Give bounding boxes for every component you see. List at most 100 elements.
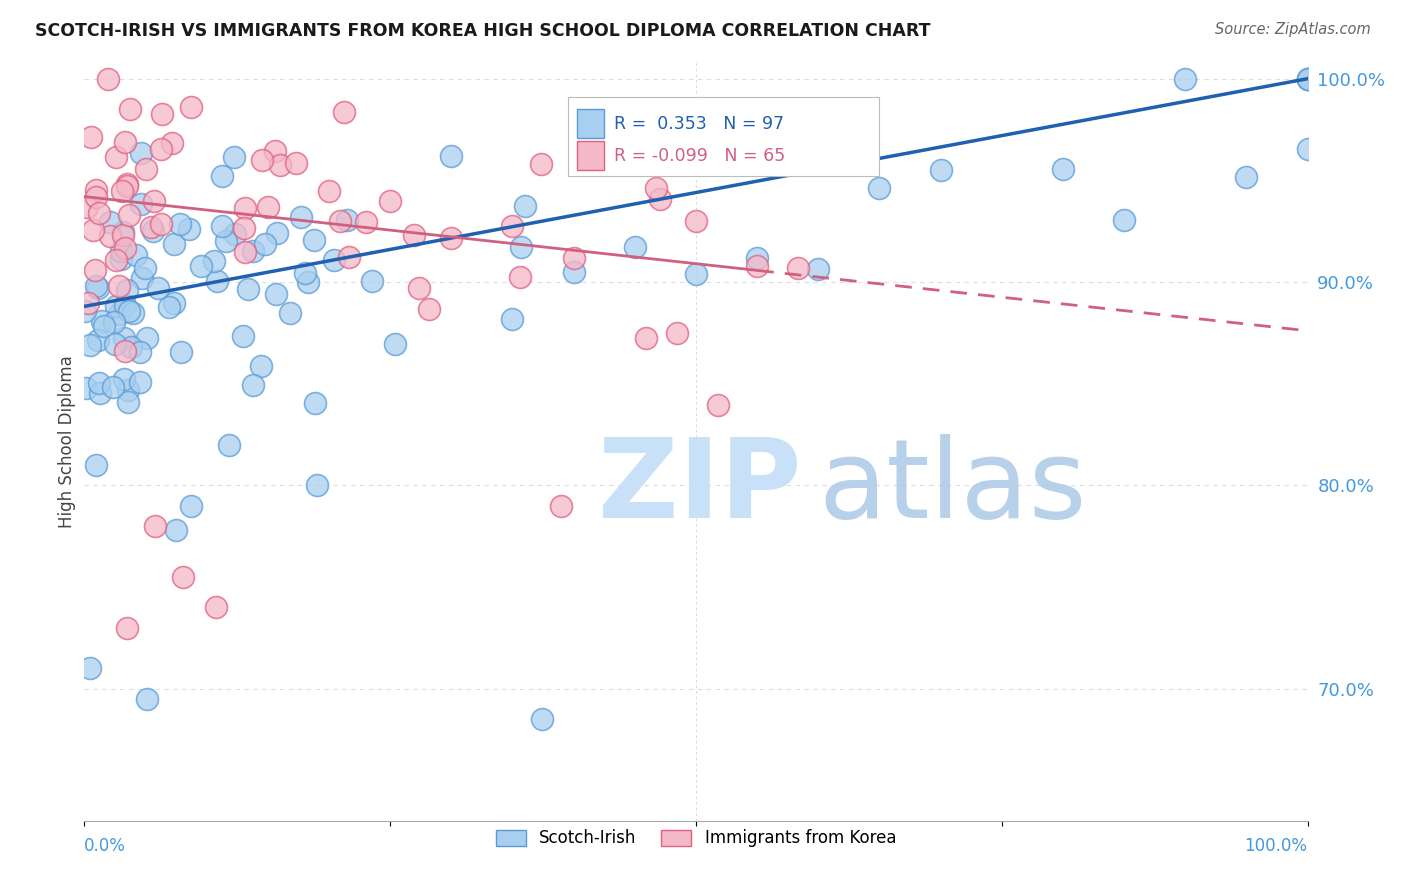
Point [318, 184, 340, 198]
Point [253, 237, 276, 252]
Point [218, 437, 240, 451]
Point [114, 241, 136, 255]
Point [190, 260, 212, 274]
Point [706, 398, 728, 412]
Legend: Scotch-Irish, Immigrants from Korea: Scotch-Irish, Immigrants from Korea [489, 822, 903, 854]
Point [93, 318, 115, 333]
Point [250, 153, 273, 167]
Point [98, 215, 121, 229]
Point [122, 306, 145, 320]
Point [502, 312, 524, 326]
Point [302, 233, 325, 247]
Point [644, 180, 666, 194]
Bar [578, 110, 605, 138]
Text: R = -0.099   N = 65: R = -0.099 N = 65 [614, 146, 786, 165]
Point [336, 212, 359, 227]
Point [530, 712, 553, 726]
Point [76, 200, 98, 214]
Point [685, 267, 707, 281]
Text: atlas: atlas [818, 434, 1087, 541]
Point [509, 270, 531, 285]
Point [354, 214, 377, 228]
Point [105, 150, 128, 164]
Point [211, 169, 233, 183]
Point [530, 157, 553, 171]
Point [205, 274, 228, 288]
Point [249, 359, 271, 373]
Point [322, 253, 344, 268]
Point [869, 181, 891, 195]
Point [278, 305, 301, 319]
Point [112, 331, 135, 345]
Point [264, 144, 287, 158]
Text: SCOTCH-IRISH VS IMMIGRANTS FROM KOREA HIGH SCHOOL DIPLOMA CORRELATION CHART: SCOTCH-IRISH VS IMMIGRANTS FROM KOREA HI… [35, 22, 931, 40]
Text: ZIP: ZIP [598, 434, 801, 541]
Point [143, 194, 166, 208]
Point [224, 227, 246, 241]
Point [180, 499, 202, 513]
Point [149, 217, 172, 231]
Point [202, 254, 225, 268]
Point [297, 275, 319, 289]
Point [440, 149, 463, 163]
Point [146, 281, 169, 295]
Point [108, 279, 131, 293]
Point [110, 244, 132, 259]
Point [562, 252, 585, 266]
Point [163, 236, 186, 251]
Point [75, 304, 97, 318]
Point [380, 194, 402, 208]
Point [129, 345, 152, 359]
Point [136, 691, 159, 706]
Text: R =  0.353   N = 97: R = 0.353 N = 97 [614, 115, 785, 133]
Point [285, 156, 308, 170]
Point [1174, 71, 1197, 86]
Point [222, 150, 245, 164]
Point [87, 376, 110, 390]
Point [86, 280, 108, 294]
Point [1296, 142, 1319, 156]
Point [384, 336, 406, 351]
Point [135, 162, 157, 177]
Point [360, 274, 382, 288]
Point [129, 145, 152, 160]
Point [169, 217, 191, 231]
Point [112, 225, 135, 239]
Point [118, 303, 141, 318]
Point [120, 340, 142, 354]
Point [115, 284, 138, 298]
Point [235, 201, 257, 215]
Point [117, 621, 139, 635]
Point [152, 107, 174, 121]
Point [77, 296, 100, 310]
Point [242, 378, 264, 392]
Point [264, 287, 287, 301]
Point [502, 219, 524, 233]
Point [177, 221, 200, 235]
Text: 100.0%: 100.0% [1244, 837, 1308, 855]
Point [402, 227, 425, 242]
Point [120, 102, 142, 116]
Point [86, 333, 108, 347]
Point [294, 266, 316, 280]
Point [82, 223, 104, 237]
Point [129, 197, 152, 211]
Point [266, 226, 288, 240]
Point [170, 344, 193, 359]
Point [333, 105, 356, 120]
Point [163, 296, 186, 310]
Point [747, 260, 769, 274]
Point [648, 192, 671, 206]
Point [636, 331, 658, 345]
Point [131, 270, 153, 285]
Point [685, 214, 707, 228]
Point [114, 343, 136, 358]
Point [510, 240, 533, 254]
Point [242, 244, 264, 258]
Point [107, 307, 129, 321]
Point [84, 278, 107, 293]
Point [114, 298, 136, 312]
Point [290, 210, 312, 224]
Point [329, 214, 352, 228]
Point [214, 235, 236, 249]
